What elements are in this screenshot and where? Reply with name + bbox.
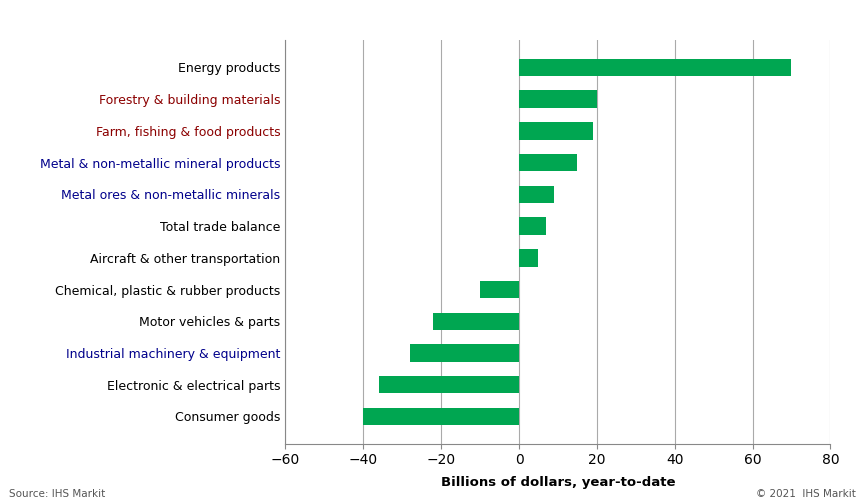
Bar	[519, 217, 547, 235]
Bar	[519, 90, 597, 108]
Text: Source: IHS Markit: Source: IHS Markit	[9, 489, 105, 499]
Bar	[379, 376, 519, 394]
Bar	[519, 58, 791, 76]
Bar	[519, 154, 578, 171]
Bar	[433, 312, 519, 330]
X-axis label: Billions of dollars, year-to-date: Billions of dollars, year-to-date	[440, 476, 676, 488]
Text: © 2021  IHS Markit: © 2021 IHS Markit	[757, 489, 856, 499]
Bar	[519, 185, 554, 203]
Bar	[519, 122, 593, 140]
Bar	[410, 344, 519, 362]
Bar	[480, 281, 519, 298]
Bar	[363, 408, 519, 425]
Text: Trade balance for major products: Trade balance for major products	[10, 9, 322, 27]
Bar	[519, 249, 538, 267]
